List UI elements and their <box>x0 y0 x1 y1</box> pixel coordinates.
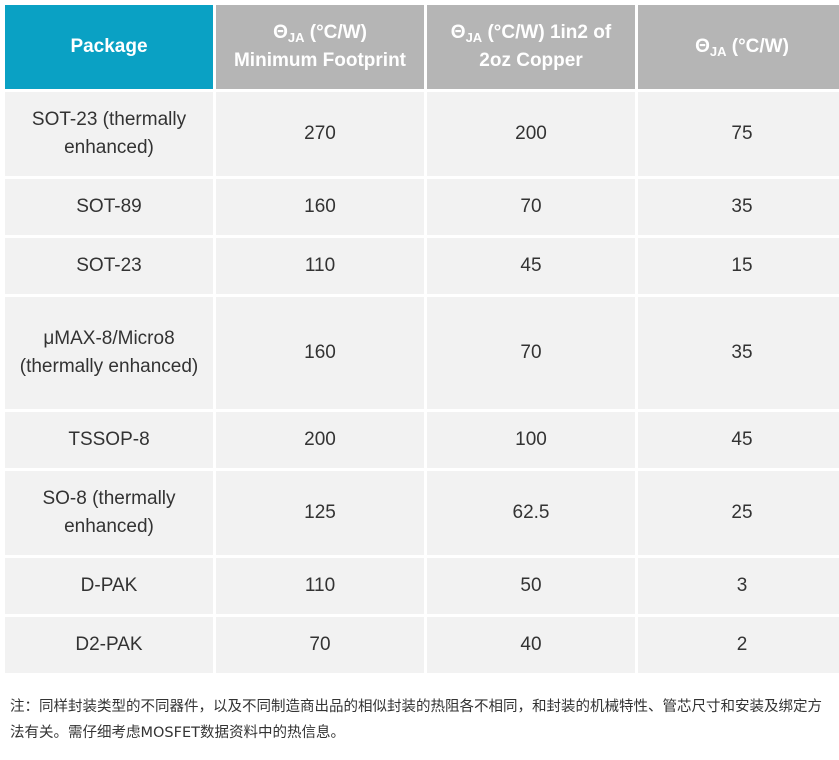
header-min-footprint: ΘJA (°C/W) Minimum Footprint <box>216 5 424 89</box>
theta-symbol: Θ <box>695 36 710 57</box>
cell-theta: 3 <box>638 558 839 614</box>
cell-package: SOT-23 <box>5 238 213 294</box>
cell-theta: 35 <box>638 179 839 235</box>
table-row: D-PAK 110 50 3 <box>5 558 839 614</box>
cell-min-footprint: 70 <box>216 617 424 673</box>
cell-copper: 100 <box>427 412 635 468</box>
cell-min-footprint: 200 <box>216 412 424 468</box>
header-unit: (°C/W) <box>304 22 367 43</box>
cell-min-footprint: 270 <box>216 92 424 176</box>
cell-copper: 200 <box>427 92 635 176</box>
thermal-resistance-table: Package ΘJA (°C/W) Minimum Footprint ΘJA… <box>2 2 839 676</box>
table-header-row: Package ΘJA (°C/W) Minimum Footprint ΘJA… <box>5 5 839 89</box>
cell-package: D2-PAK <box>5 617 213 673</box>
theta-subscript: JA <box>465 30 483 45</box>
cell-copper: 70 <box>427 297 635 409</box>
cell-copper: 62.5 <box>427 471 635 555</box>
cell-min-footprint: 110 <box>216 558 424 614</box>
table-row: μMAX-8/Micro8 (thermally enhanced) 160 7… <box>5 297 839 409</box>
header-line2: 2oz Copper <box>479 50 583 71</box>
cell-theta: 2 <box>638 617 839 673</box>
table-row: TSSOP-8 200 100 45 <box>5 412 839 468</box>
cell-theta: 35 <box>638 297 839 409</box>
cell-min-footprint: 160 <box>216 297 424 409</box>
cell-copper: 40 <box>427 617 635 673</box>
header-line2: Minimum Footprint <box>233 50 407 71</box>
table-row: SOT-23 (thermally enhanced) 270 200 75 <box>5 92 839 176</box>
theta-subscript: JA <box>287 30 305 45</box>
cell-copper: 45 <box>427 238 635 294</box>
table-row: SOT-89 160 70 35 <box>5 179 839 235</box>
cell-theta: 45 <box>638 412 839 468</box>
cell-theta: 75 <box>638 92 839 176</box>
cell-package: SO-8 (thermally enhanced) <box>5 471 213 555</box>
cell-min-footprint: 110 <box>216 238 424 294</box>
cell-min-footprint: 125 <box>216 471 424 555</box>
table-row: SO-8 (thermally enhanced) 125 62.5 25 <box>5 471 839 555</box>
theta-symbol: Θ <box>273 22 288 43</box>
table-footnote: 注：同样封装类型的不同器件，以及不同制造商出品的相似封装的热阻各不相同，和封装的… <box>10 699 822 741</box>
cell-package: TSSOP-8 <box>5 412 213 468</box>
header-theta-ja: ΘJA (°C/W) <box>638 5 839 89</box>
cell-theta: 15 <box>638 238 839 294</box>
header-unit: (°C/W) <box>726 36 789 57</box>
cell-package: SOT-89 <box>5 179 213 235</box>
cell-package: D-PAK <box>5 558 213 614</box>
table-row: D2-PAK 70 40 2 <box>5 617 839 673</box>
table-row: SOT-23 110 45 15 <box>5 238 839 294</box>
cell-package: SOT-23 (thermally enhanced) <box>5 92 213 176</box>
header-copper: ΘJA (°C/W) 1in2 of 2oz Copper <box>427 5 635 89</box>
theta-subscript: JA <box>709 44 727 59</box>
cell-copper: 50 <box>427 558 635 614</box>
cell-theta: 25 <box>638 471 839 555</box>
cell-package: μMAX-8/Micro8 (thermally enhanced) <box>5 297 213 409</box>
cell-copper: 70 <box>427 179 635 235</box>
theta-symbol: Θ <box>450 22 466 43</box>
header-unit: (°C/W) 1in2 of <box>482 22 612 43</box>
header-package: Package <box>5 5 213 89</box>
cell-min-footprint: 160 <box>216 179 424 235</box>
